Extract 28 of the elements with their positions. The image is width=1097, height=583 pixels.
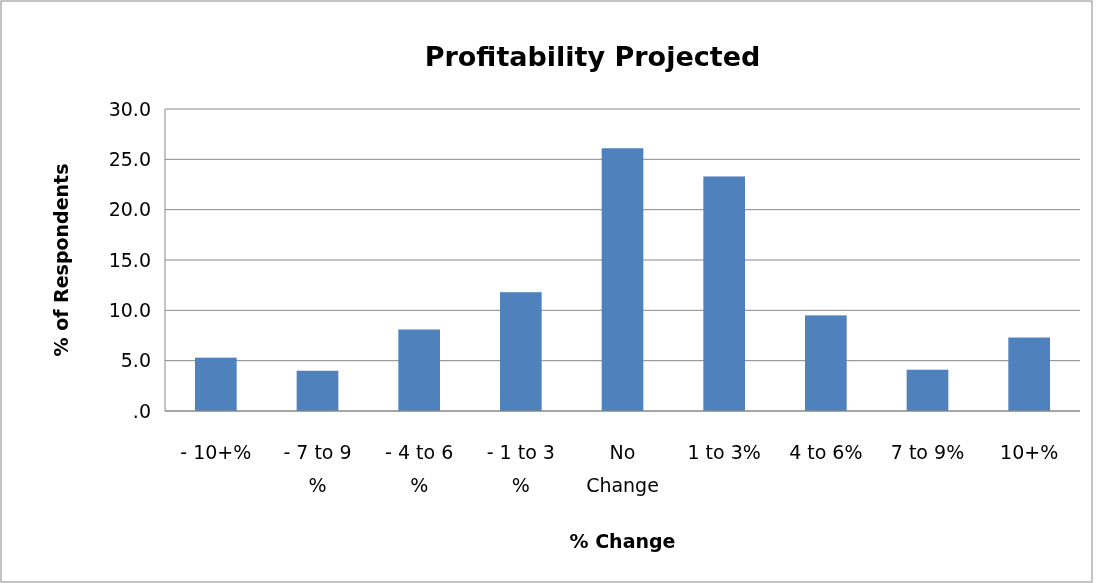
bar <box>296 370 339 411</box>
bar <box>804 315 847 411</box>
x-tick-label: - 4 to 6 % <box>385 441 454 496</box>
y-tick-label: 15.0 <box>108 248 151 271</box>
y-tick-label: 20.0 <box>108 198 151 221</box>
y-tick-label: 5.0 <box>120 349 151 372</box>
x-axis-title: % Change <box>569 530 676 552</box>
x-tick-label: 4 to 6% <box>789 441 863 463</box>
chart-title: Profitability Projected <box>424 41 761 72</box>
y-tick-label: 25.0 <box>108 147 151 170</box>
bar <box>1008 337 1051 411</box>
bar <box>398 329 441 411</box>
bar <box>194 357 237 411</box>
bar <box>906 369 949 411</box>
bar <box>601 148 644 411</box>
x-tick-label: No Change <box>586 441 659 496</box>
y-tick-label: .0 <box>132 399 151 422</box>
bar <box>499 292 542 411</box>
x-tick-label: 10+% <box>1000 441 1059 463</box>
x-tick-label: 7 to 9% <box>890 441 965 463</box>
x-tick-label: 1 to 3% <box>687 441 761 463</box>
x-tick-label: - 1 to 3 % <box>486 441 555 496</box>
y-tick-label: 10.0 <box>108 298 151 321</box>
y-axis-title: % of Respondents <box>50 163 72 357</box>
bar <box>703 176 746 411</box>
y-tick-label: 30.0 <box>108 97 151 120</box>
x-tick-label: - 7 to 9 % <box>283 441 352 496</box>
x-tick-label: - 10+% <box>180 441 252 463</box>
